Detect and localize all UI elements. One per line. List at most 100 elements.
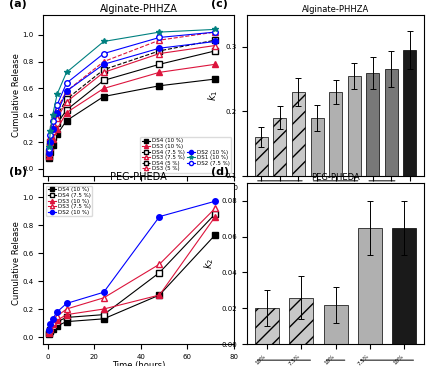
Bar	[255, 308, 279, 344]
Text: DS3: DS3	[329, 205, 342, 210]
Title: Alginate-PHHZA: Alginate-PHHZA	[100, 4, 178, 14]
DS2 (10 %)	[48, 140, 53, 144]
Line: DS3 (10 %): DS3 (10 %)	[46, 61, 218, 158]
Text: DS1: DS1	[404, 205, 416, 210]
DS3 (10 %)	[157, 293, 162, 297]
Line: DS3 (7.5 %): DS3 (7.5 %)	[46, 43, 218, 156]
DS4 (7.5 %)	[46, 153, 52, 158]
DS3 (5 %)	[101, 59, 107, 64]
DS3 (7.5 %)	[50, 129, 55, 134]
DS2 (10 %)	[50, 317, 55, 321]
DS4 (5 %)	[46, 149, 52, 154]
DS4 (5 %)	[50, 127, 55, 131]
DS1 (10 %)	[55, 92, 60, 96]
DS2 (7.5 %)	[157, 35, 162, 40]
DS3 (5 %)	[213, 30, 218, 34]
Bar	[385, 70, 398, 240]
DS4 (7.5 %)	[55, 320, 60, 324]
DS3 (5 %)	[157, 38, 162, 42]
DS3 (10 %)	[64, 313, 69, 317]
DS4 (7.5 %)	[101, 78, 107, 83]
X-axis label: Time (hours): Time (hours)	[112, 193, 165, 202]
DS3 (5 %)	[50, 121, 55, 126]
Line: DS4 (10 %): DS4 (10 %)	[46, 76, 218, 161]
DS4 (10 %)	[213, 77, 218, 81]
DS4 (7.5 %)	[213, 212, 218, 216]
DS2 (7.5 %)	[55, 102, 60, 107]
DS4 (10 %)	[55, 132, 60, 136]
DS4 (10 %)	[46, 156, 52, 160]
DS1 (10 %)	[157, 30, 162, 34]
DS3 (5 %)	[48, 135, 53, 139]
Line: DS2 (10 %): DS2 (10 %)	[46, 198, 218, 333]
DS2 (7.5 %)	[50, 119, 55, 123]
DS4 (10 %)	[55, 324, 60, 328]
DS3 (10 %)	[50, 137, 55, 142]
DS2 (7.5 %)	[101, 51, 107, 56]
Title: PEG-PHEDA: PEG-PHEDA	[311, 173, 360, 182]
DS3 (7.5 %)	[157, 262, 162, 266]
Line: DS4 (5 %): DS4 (5 %)	[46, 37, 218, 154]
DS2 (10 %)	[64, 301, 69, 306]
DS1 (10 %)	[213, 27, 218, 31]
Bar	[329, 92, 342, 240]
DS4 (10 %)	[50, 326, 55, 331]
DS1 (10 %)	[50, 113, 55, 117]
DS2 (7.5 %)	[46, 147, 52, 151]
Line: DS1 (10 %): DS1 (10 %)	[46, 27, 218, 150]
DS3 (7.5 %)	[64, 307, 69, 311]
DS3 (7.5 %)	[50, 320, 55, 324]
DS4 (10 %)	[46, 332, 52, 336]
Bar	[366, 72, 379, 240]
DS4 (5 %)	[101, 67, 107, 72]
DS1 (10 %)	[64, 70, 69, 75]
DS4 (7.5 %)	[55, 121, 60, 126]
Bar	[323, 305, 348, 344]
DS3 (7.5 %)	[48, 140, 53, 144]
DS3 (7.5 %)	[55, 314, 60, 318]
DS3 (10 %)	[46, 153, 52, 158]
DS4 (10 %)	[48, 329, 53, 334]
Text: (b): (b)	[9, 167, 27, 177]
Y-axis label: $k_2$: $k_2$	[202, 258, 216, 269]
Text: DS2: DS2	[375, 205, 388, 210]
DS2 (10 %)	[46, 151, 52, 155]
DS4 (10 %)	[213, 233, 218, 237]
DS3 (10 %)	[50, 322, 55, 326]
DS2 (10 %)	[64, 89, 69, 93]
Bar	[255, 137, 268, 240]
Bar	[292, 92, 305, 240]
DS4 (10 %)	[101, 317, 107, 321]
DS4 (10 %)	[101, 94, 107, 99]
DS4 (10 %)	[157, 293, 162, 297]
DS1 (10 %)	[101, 39, 107, 44]
DS2 (7.5 %)	[213, 30, 218, 34]
DS4 (5 %)	[48, 140, 53, 144]
Line: DS2 (10 %): DS2 (10 %)	[46, 39, 218, 156]
Legend: DS4 (10 %), DS3 (10 %), DS4 (7.5 %), DS3 (7.5 %), DS4 (5 %), DS3 (5 %), , , DS2 : DS4 (10 %), DS3 (10 %), DS4 (7.5 %), DS3…	[140, 137, 231, 173]
Line: DS4 (7.5 %): DS4 (7.5 %)	[46, 211, 218, 336]
DS2 (10 %)	[48, 322, 53, 326]
DS3 (10 %)	[46, 330, 52, 335]
DS2 (7.5 %)	[48, 133, 53, 138]
DS3 (10 %)	[48, 326, 53, 331]
Y-axis label: Cumulative Release: Cumulative Release	[12, 221, 21, 306]
Text: DS4: DS4	[274, 205, 286, 210]
Text: (a): (a)	[9, 0, 27, 8]
Title: PEG-PHEDA: PEG-PHEDA	[110, 172, 167, 182]
Legend: DS4 (10 %), DS4 (7.5 %), DS3 (10 %), DS3 (7.5 %), DS2 (10 %): DS4 (10 %), DS4 (7.5 %), DS3 (10 %), DS3…	[46, 186, 92, 216]
DS3 (7.5 %)	[101, 70, 107, 75]
Bar	[310, 118, 323, 240]
X-axis label: Time (hours): Time (hours)	[112, 361, 165, 366]
Text: (c): (c)	[211, 0, 228, 8]
DS1 (10 %)	[46, 145, 52, 150]
DS3 (10 %)	[101, 86, 107, 91]
DS2 (10 %)	[55, 310, 60, 314]
DS3 (10 %)	[55, 318, 60, 322]
DS4 (7.5 %)	[157, 270, 162, 275]
DS3 (7.5 %)	[64, 100, 69, 104]
DS3 (5 %)	[46, 147, 52, 151]
DS4 (7.5 %)	[46, 330, 52, 335]
Line: DS3 (5 %): DS3 (5 %)	[46, 29, 218, 152]
DS2 (10 %)	[46, 328, 52, 332]
